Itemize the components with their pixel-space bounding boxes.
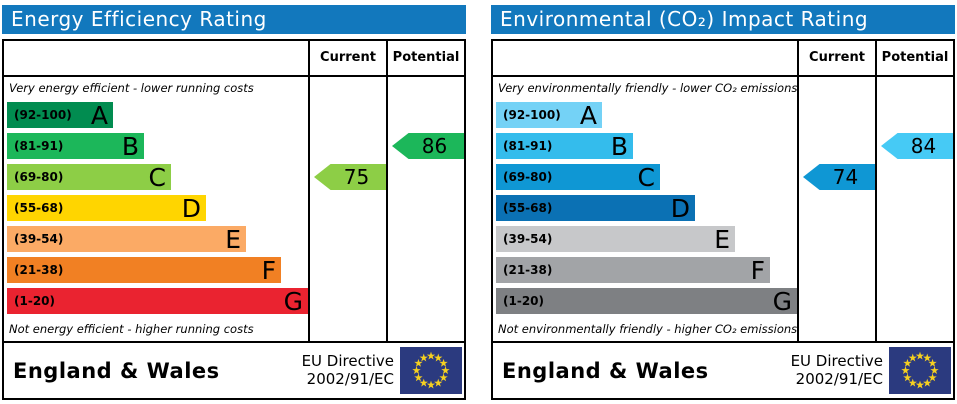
band-letter: C bbox=[637, 162, 655, 192]
column-divider bbox=[386, 41, 388, 341]
band-c: (69-80) C bbox=[7, 164, 171, 190]
band-e: (39-54) E bbox=[496, 226, 735, 252]
band-g: (1-20) G bbox=[7, 288, 308, 314]
chart-title-bar: Environmental (CO₂) Impact Rating bbox=[491, 5, 955, 34]
column-divider bbox=[308, 41, 310, 341]
potential-rating-arrow: 84 bbox=[881, 133, 953, 159]
rating-table: Current Potential Very energy efficient … bbox=[2, 39, 466, 400]
current-rating-value: 74 bbox=[832, 165, 859, 189]
current-column-header: Current bbox=[809, 50, 865, 65]
band-range: (39-54) bbox=[14, 232, 64, 246]
band-letter: G bbox=[772, 286, 792, 316]
band-range: (81-91) bbox=[14, 139, 64, 153]
band-g: (1-20) G bbox=[496, 288, 797, 314]
potential-rating-value: 86 bbox=[421, 134, 448, 158]
band-range: (39-54) bbox=[503, 232, 553, 246]
current-column-header: Current bbox=[320, 50, 376, 65]
region-label: England & Wales bbox=[502, 358, 709, 383]
band-range: (69-80) bbox=[14, 170, 64, 184]
chart-title-bar: Energy Efficiency Rating bbox=[2, 5, 466, 34]
current-rating-value: 75 bbox=[343, 165, 370, 189]
band-b: (81-91) B bbox=[7, 133, 144, 159]
band-e: (39-54) E bbox=[7, 226, 246, 252]
eu-directive-label: EU Directive 2002/91/EC bbox=[301, 351, 394, 388]
band-letter: E bbox=[225, 224, 241, 254]
energy-efficiency-chart: Energy Efficiency Rating Current Potenti… bbox=[2, 5, 466, 400]
region-label: England & Wales bbox=[13, 358, 220, 383]
band-a: (92-100) A bbox=[7, 102, 113, 128]
band-range: (21-38) bbox=[503, 263, 553, 277]
rating-table: Current Potential Very environmentally f… bbox=[491, 39, 955, 400]
rating-scale-body: Very energy efficient - lower running co… bbox=[4, 77, 464, 341]
band-letter: F bbox=[261, 255, 276, 285]
band-letter: E bbox=[714, 224, 730, 254]
band-d: (55-68) D bbox=[7, 195, 206, 221]
current-rating-arrow: 74 bbox=[803, 164, 875, 190]
potential-column-header: Potential bbox=[881, 50, 949, 65]
band-range: (1-20) bbox=[503, 294, 544, 308]
band-letter: C bbox=[148, 162, 166, 192]
band-letter: D bbox=[670, 193, 690, 223]
band-range: (55-68) bbox=[503, 201, 553, 215]
band-letter: B bbox=[121, 131, 139, 161]
potential-rating-arrow: 86 bbox=[392, 133, 464, 159]
band-range: (92-100) bbox=[14, 108, 72, 122]
band-letter: A bbox=[90, 100, 108, 130]
footer-divider bbox=[493, 341, 953, 343]
header-divider bbox=[493, 75, 953, 77]
chart-footer: England & Wales EU Directive 2002/91/EC bbox=[4, 343, 464, 398]
band-b: (81-91) B bbox=[496, 133, 633, 159]
header-divider bbox=[4, 75, 464, 77]
band-letter: A bbox=[579, 100, 597, 130]
band-a: (92-100) A bbox=[496, 102, 602, 128]
band-range: (1-20) bbox=[14, 294, 55, 308]
band-range: (69-80) bbox=[503, 170, 553, 184]
band-d: (55-68) D bbox=[496, 195, 695, 221]
top-caption: Very environmentally friendly - lower CO… bbox=[498, 81, 798, 95]
band-letter: D bbox=[181, 193, 201, 223]
rating-scale-body: Very environmentally friendly - lower CO… bbox=[493, 77, 953, 341]
bottom-caption: Not energy efficient - higher running co… bbox=[9, 322, 254, 336]
band-letter: F bbox=[750, 255, 765, 285]
footer-divider bbox=[4, 341, 464, 343]
band-letter: B bbox=[610, 131, 628, 161]
chart-footer: England & Wales EU Directive 2002/91/EC bbox=[493, 343, 953, 398]
top-caption: Very energy efficient - lower running co… bbox=[9, 81, 254, 95]
band-range: (55-68) bbox=[14, 201, 64, 215]
current-rating-arrow: 75 bbox=[314, 164, 386, 190]
band-f: (21-38) F bbox=[7, 257, 281, 283]
bottom-caption: Not environmentally friendly - higher CO… bbox=[498, 322, 798, 336]
potential-column-header: Potential bbox=[392, 50, 460, 65]
band-range: (92-100) bbox=[503, 108, 561, 122]
band-c: (69-80) C bbox=[496, 164, 660, 190]
environmental-impact-chart: Environmental (CO₂) Impact Rating Curren… bbox=[491, 5, 955, 400]
eu-flag-icon bbox=[400, 347, 462, 394]
band-range: (81-91) bbox=[503, 139, 553, 153]
band-letter: G bbox=[283, 286, 303, 316]
column-divider bbox=[875, 41, 877, 341]
band-f: (21-38) F bbox=[496, 257, 770, 283]
eu-flag-icon bbox=[889, 347, 951, 394]
eu-directive-label: EU Directive 2002/91/EC bbox=[790, 351, 883, 388]
potential-rating-value: 84 bbox=[910, 134, 937, 158]
column-divider bbox=[797, 41, 799, 341]
band-range: (21-38) bbox=[14, 263, 64, 277]
